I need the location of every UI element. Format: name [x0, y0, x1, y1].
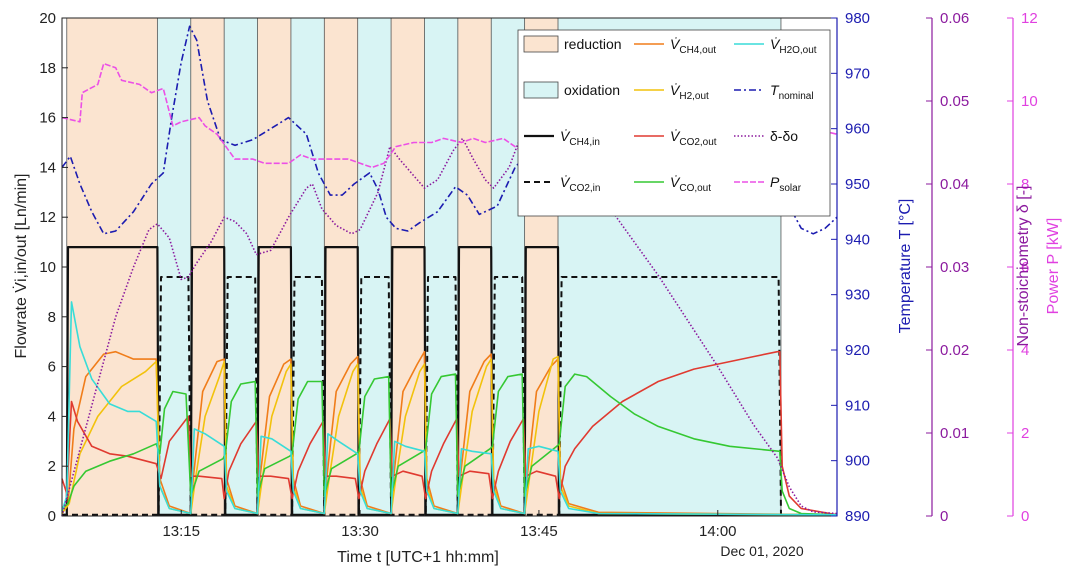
legend-entry: V̇H2,out: [634, 82, 709, 102]
phase-band-reduction: [66, 18, 158, 516]
legend-entry: Psolar: [734, 174, 802, 194]
nonstoich-tick-label: 0.06: [940, 10, 969, 27]
power-tick-label: 8: [1021, 176, 1029, 193]
series-line: [61, 350, 838, 516]
series-line: [62, 276, 837, 516]
power-tick-label: 6: [1021, 259, 1029, 276]
phase-band-oxidation: [357, 18, 392, 516]
flow-tick-label: 6: [48, 359, 56, 376]
nonstoich-tick-label: 0.04: [940, 176, 969, 193]
phase-band-oxidation: [424, 18, 458, 516]
nonstoich-tick-label: 0.02: [940, 342, 969, 359]
legend: reduction oxidation V̇CH4,in V̇CO2,in V̇CH4,…: [517, 29, 831, 217]
power-tick-label: 4: [1021, 342, 1029, 359]
series-line: [61, 373, 838, 516]
nonstoich-tick-label: 0: [940, 508, 948, 525]
legend-label: reduction: [564, 36, 622, 52]
legend-swatch: [523, 81, 559, 99]
flow-tick-label: 12: [39, 209, 56, 226]
x-tick-label: 13:15: [162, 523, 200, 540]
phase-band-reduction: [457, 18, 492, 516]
series-line: [61, 301, 838, 516]
legend-label: Tnominal: [770, 82, 814, 102]
nonstoich-axis-label: Non-stoichiometry δ [-]: [1015, 186, 1032, 347]
legend-label: V̇CO2,in: [560, 174, 600, 194]
series-line: [61, 350, 838, 516]
legend-entry: Tnominal: [734, 82, 814, 102]
legend-entry: reduction: [523, 35, 622, 53]
flow-tick-label: 18: [39, 60, 56, 77]
series-line: [62, 246, 837, 516]
x-tick-label: 13:30: [341, 523, 379, 540]
flow-tick-label: 20: [39, 10, 56, 27]
legend-label: oxidation: [564, 82, 620, 98]
phase-band-oxidation: [224, 18, 258, 516]
legend-label: V̇H2O,out: [770, 36, 817, 56]
legend-entry: oxidation: [523, 81, 620, 99]
legend-label: Psolar: [770, 174, 802, 194]
axes: 13:15 13:30 13:45 14:0002468101214161820890…: [39, 10, 1037, 540]
temperature-tick-label: 920: [845, 342, 870, 359]
legend-entry: V̇CO,out: [634, 174, 711, 194]
phase-band-reduction: [324, 18, 358, 516]
date-label: Dec 01, 2020: [720, 543, 803, 559]
legend-label: V̇H2,out: [670, 82, 709, 102]
nonstoich-tick-label: 0.03: [940, 259, 969, 276]
power-tick-label: 2: [1021, 425, 1029, 442]
nonstoich-tick-label: 0.05: [940, 93, 969, 110]
flow-tick-label: 8: [48, 309, 56, 326]
phase-band-reduction: [190, 18, 225, 516]
legend-entry: V̇CH4,in: [524, 128, 600, 148]
legend-entry: V̇CO2,in: [524, 174, 600, 194]
temperature-tick-label: 900: [845, 453, 870, 470]
legend-box: [517, 29, 831, 217]
temperature-tick-label: 970: [845, 65, 870, 82]
legend-label: V̇CH4,out: [670, 36, 716, 56]
legend-entry: V̇H2O,out: [734, 36, 817, 56]
temperature-tick-label: 940: [845, 231, 870, 248]
legend-label: V̇CO,out: [670, 174, 711, 194]
temperature-axis-label: Temperature T [°C]: [897, 199, 914, 334]
phase-band-oxidation: [290, 18, 325, 516]
flow-tick-label: 10: [39, 259, 56, 276]
legend-swatch: [523, 35, 559, 53]
legend-label: V̇CH4,in: [560, 128, 600, 148]
legend-entry: V̇CH4,out: [634, 36, 716, 56]
series-line: [61, 120, 838, 517]
power-tick-label: 0: [1021, 508, 1029, 525]
x-axis-label: Time t [UTC+1 hh:mm]: [337, 549, 499, 566]
legend-label: V̇CO2,out: [670, 128, 717, 148]
phase-band-reduction: [391, 18, 425, 516]
phase-band-reduction: [257, 18, 291, 516]
temperature-tick-label: 980: [845, 10, 870, 27]
flow-tick-label: 2: [48, 458, 56, 475]
nonstoich-tick-label: 0.01: [940, 425, 969, 442]
power-tick-label: 10: [1021, 93, 1038, 110]
phase-band-oxidation: [157, 18, 191, 516]
legend-entry: δ-δo: [734, 128, 798, 144]
flow-tick-label: 14: [39, 159, 56, 176]
temperature-tick-label: 950: [845, 176, 870, 193]
legend-label: δ-δo: [770, 128, 798, 144]
x-tick-label: 14:00: [699, 523, 737, 540]
flow-axis-label: Flowrate V̇i,in/out [Ln/min]: [12, 174, 30, 359]
temperature-tick-label: 910: [845, 397, 870, 414]
temperature-tick-label: 960: [845, 121, 870, 138]
power-axis-label: Power P [kW]: [1045, 218, 1062, 315]
flow-tick-label: 4: [48, 408, 56, 425]
legend-entry: V̇CO2,out: [634, 128, 717, 148]
flow-tick-label: 16: [39, 110, 56, 127]
x-tick-label: 13:45: [520, 523, 558, 540]
temperature-tick-label: 890: [845, 508, 870, 525]
power-tick-label: 12: [1021, 10, 1038, 27]
flow-tick-label: 0: [48, 508, 56, 525]
series-line: [61, 62, 838, 181]
temperature-tick-label: 930: [845, 287, 870, 304]
